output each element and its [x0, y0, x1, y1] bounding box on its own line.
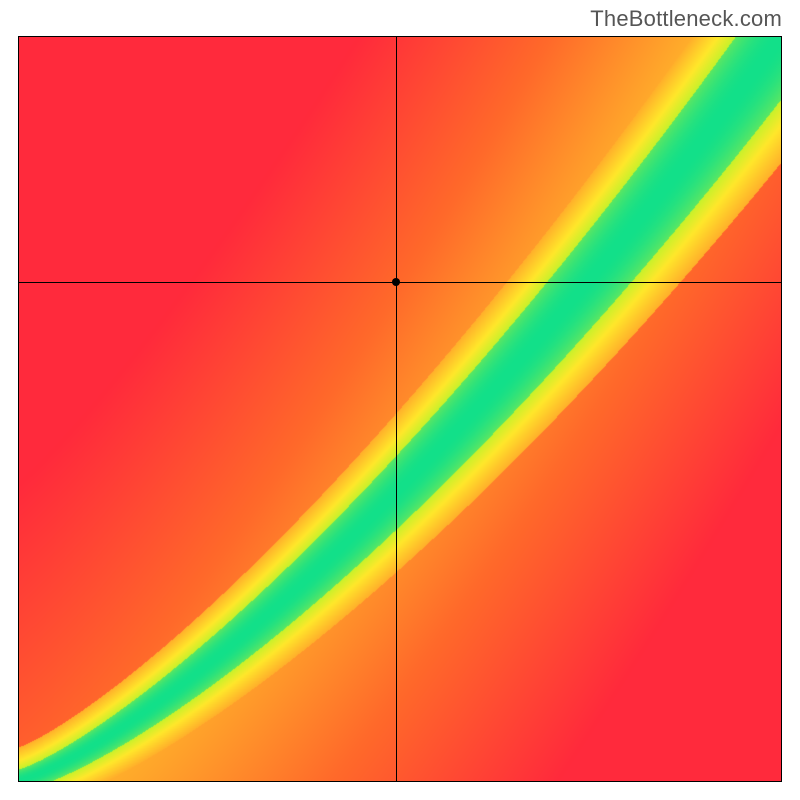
crosshair-marker — [392, 278, 400, 286]
plot-area — [18, 36, 782, 782]
chart-container: TheBottleneck.com — [0, 0, 800, 800]
crosshair-vertical — [396, 37, 397, 781]
heatmap-canvas — [19, 37, 781, 781]
watermark-text: TheBottleneck.com — [590, 6, 782, 32]
